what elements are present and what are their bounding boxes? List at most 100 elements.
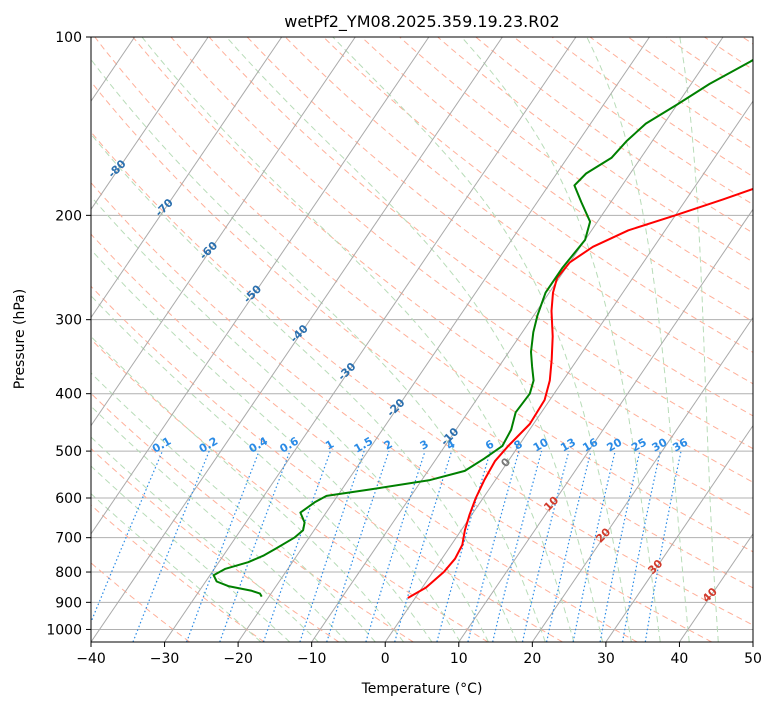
mixing-ratio-line (262, 450, 332, 642)
y-tick-label: 700 (55, 531, 82, 547)
dry-adiabat (132, 37, 753, 518)
dewpoint-profile (212, 58, 753, 598)
mixing-ratio-line (326, 450, 390, 642)
mixing-ratio-label: 1.5 (352, 435, 375, 456)
moist-adiabat (226, 37, 604, 642)
dry-adiabat (91, 392, 414, 642)
dry-adiabat (91, 504, 265, 642)
mixing-ratio-line (546, 450, 592, 642)
x-tick-label: −30 (150, 651, 180, 667)
x-tick-label: 10 (450, 651, 468, 667)
x-tick-label: −40 (76, 651, 106, 667)
x-axis: −40 −30 −20 −10 0 10 20 30 40 50 (76, 642, 762, 667)
moist-adiabat (91, 372, 376, 642)
mixing-ratio-label: 30 (650, 435, 670, 454)
mixing-ratio-label: 0.1 (150, 435, 173, 456)
mixing-ratio-label: 0.6 (277, 434, 301, 455)
moist-adiabat (91, 58, 546, 642)
moist-adiabat (91, 335, 405, 642)
x-tick-label: 50 (744, 651, 762, 667)
dry-adiabat (246, 37, 753, 417)
dry-adiabat (91, 233, 638, 642)
isotherm (458, 208, 753, 642)
mixing-ratio-line (467, 450, 520, 642)
mixing-ratio-line (492, 450, 543, 642)
mixing-ratio-label: 0.4 (247, 434, 271, 455)
y-tick-label: 900 (55, 595, 82, 611)
mixing-ratio-line (521, 450, 570, 642)
x-tick-label: 0 (381, 651, 390, 667)
mixing-ratio-line (572, 450, 616, 642)
dry-adiabat-label: -90 (62, 113, 85, 136)
x-tick-label: −10 (297, 651, 327, 667)
dry-adiabat (91, 447, 340, 642)
mixing-ratio-line (299, 450, 365, 642)
mixing-ratio-label: 3 (418, 438, 431, 453)
temperature-profile (407, 187, 753, 599)
moist-adiabat (461, 37, 661, 642)
mixing-ratio-line (132, 450, 210, 642)
dry-adiabat (704, 37, 753, 71)
mixing-ratio-label: 36 (670, 435, 690, 454)
moist-adiabat-label: 10 (541, 494, 561, 514)
isotherm (91, 37, 209, 211)
dry-adiabat (91, 285, 563, 642)
isotherm (0, 37, 61, 642)
y-tick-label: 600 (55, 491, 82, 507)
dry-adiabat (437, 37, 753, 263)
y-tick-label: 500 (55, 444, 82, 460)
profile-series (212, 58, 753, 599)
x-axis-label: Temperature (°C) (361, 681, 483, 697)
mixing-ratio-label: 20 (605, 435, 625, 454)
isotherm (752, 641, 753, 642)
dry-adiabat (91, 131, 753, 626)
isotherm (91, 37, 503, 642)
dry-adiabat (170, 37, 753, 483)
mixing-ratio-line (365, 450, 426, 642)
isotherm (91, 37, 430, 535)
mixing-ratio-label: 13 (558, 436, 578, 455)
mixing-ratio-line (186, 450, 260, 642)
isotherm (237, 37, 650, 642)
dry-adiabat (399, 37, 753, 293)
plot-frame (90, 36, 754, 643)
moist-adiabat (91, 295, 433, 642)
mixing-ratio-line (91, 450, 163, 624)
mixing-ratio-line (644, 450, 682, 642)
y-tick-label: 300 (55, 313, 82, 329)
dry-adiabat-label: -100 (12, 71, 41, 100)
dry-adiabat-label: -50 (241, 282, 264, 305)
isotherm (91, 37, 356, 427)
x-tick-label: −20 (223, 651, 253, 667)
y-tick-label: 100 (55, 30, 82, 46)
y-axis-label: Pressure (hPa) (12, 289, 28, 389)
dry-adiabat-label: -10 (438, 425, 461, 448)
moist-adiabat (679, 37, 719, 642)
y-tick-label: 400 (55, 387, 82, 403)
dry-adiabat (742, 37, 753, 45)
moist-adiabat (332, 37, 632, 642)
moist-adiabat (91, 248, 461, 642)
dry-adiabat-label: -80 (105, 157, 128, 180)
dry-adiabat-label: -60 (197, 239, 220, 262)
dry-adiabat (91, 80, 753, 589)
isotherm (384, 100, 753, 642)
isotherm (91, 37, 283, 319)
mixing-ratio-label: 10 (531, 435, 551, 454)
mixing-ratio-line (599, 450, 641, 642)
mixing-ratio-label: 1 (323, 438, 336, 453)
dry-adiabat (361, 37, 753, 323)
dry-adiabat (666, 37, 753, 97)
dry-adiabat (323, 37, 753, 353)
mixing-ratio-label: 2 (382, 438, 395, 453)
dry-adiabat (91, 562, 190, 642)
isotherm (605, 424, 753, 642)
moist-adiabat (91, 493, 262, 642)
x-tick-label: 30 (597, 651, 615, 667)
x-tick-label: 40 (671, 651, 689, 667)
y-axis: 100 200 300 400 500 600 700 800 900 1000 (46, 30, 91, 638)
mixing-ratio-line (622, 450, 661, 642)
isotherm (679, 532, 753, 642)
isotherm (531, 316, 753, 642)
